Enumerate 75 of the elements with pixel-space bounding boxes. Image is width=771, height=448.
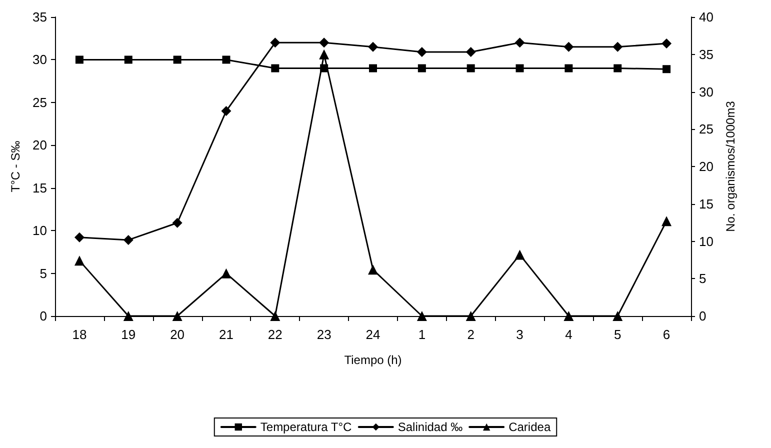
- point: [369, 64, 377, 72]
- point: [74, 256, 84, 266]
- y-tick-label: 20: [32, 138, 47, 153]
- point: [124, 56, 132, 64]
- point: [74, 232, 84, 242]
- point: [172, 218, 182, 228]
- x-tick-label: 6: [662, 327, 670, 342]
- y2-tick-label: 10: [699, 234, 714, 249]
- legend-label: Salinidad ‰: [398, 420, 463, 434]
- y2-tick-label: 25: [699, 122, 714, 137]
- x-tick-label: 22: [268, 327, 282, 342]
- point: [514, 250, 525, 260]
- point: [564, 64, 573, 72]
- x-tick-label: 4: [565, 327, 572, 342]
- point: [221, 106, 232, 116]
- y2-tick-label: 30: [699, 84, 714, 100]
- point: [418, 64, 426, 72]
- y-tick-label: 10: [32, 223, 47, 238]
- x-tick-label: 24: [366, 327, 380, 342]
- x-tick-label: 19: [121, 327, 136, 342]
- point: [368, 264, 378, 275]
- point: [466, 311, 476, 321]
- y2-tick-label: 0: [699, 308, 706, 324]
- point: [662, 216, 672, 226]
- point: [614, 64, 622, 72]
- point: [416, 311, 427, 321]
- legend-label: Temperatura T°C: [260, 420, 352, 434]
- y-tick-label: 5: [40, 266, 47, 281]
- point: [319, 49, 330, 60]
- y2-tick-label: 35: [699, 46, 714, 62]
- x-tick-label: 3: [516, 327, 524, 342]
- point: [320, 64, 328, 72]
- point: [466, 64, 475, 72]
- point: [221, 268, 232, 278]
- y-tick-label: 30: [32, 52, 47, 68]
- point: [172, 311, 182, 321]
- x-axis-title: Tiempo (h): [344, 353, 402, 367]
- y2-tick-label: 5: [699, 271, 706, 286]
- y2-tick-label: 15: [699, 196, 714, 212]
- point: [516, 64, 524, 72]
- point: [75, 56, 84, 64]
- x-tick-label: 23: [316, 327, 332, 342]
- y-tick-label: 15: [32, 180, 47, 196]
- point: [564, 311, 574, 321]
- y-axis-title: T°C - S‰: [8, 140, 23, 192]
- point: [123, 311, 134, 321]
- x-tick-label: 1: [418, 327, 426, 342]
- point: [416, 47, 427, 58]
- point: [173, 56, 182, 64]
- point: [123, 234, 134, 245]
- point: [271, 64, 280, 72]
- y-tick-label: 25: [32, 94, 47, 110]
- point: [270, 38, 280, 48]
- point: [662, 65, 671, 74]
- point: [612, 311, 623, 321]
- point: [662, 38, 672, 48]
- x-tick-label: 5: [614, 327, 622, 342]
- y2-tick-label: 40: [699, 10, 714, 24]
- y-tick-label: 35: [32, 10, 47, 24]
- y-tick-label: 0: [40, 308, 47, 324]
- y2-tick-label: 20: [699, 159, 714, 174]
- point: [368, 42, 378, 52]
- point: [466, 47, 476, 58]
- legend-label: Caridea: [508, 420, 551, 434]
- point: [612, 42, 623, 52]
- x-tick-label: 18: [72, 327, 87, 342]
- point: [270, 311, 280, 321]
- x-tick-label: 20: [170, 327, 185, 342]
- x-tick-label: 21: [218, 327, 234, 342]
- y2-axis-title: No. organismos/1000m3: [723, 100, 738, 232]
- point: [514, 38, 525, 48]
- point: [222, 56, 230, 64]
- point: [564, 42, 574, 52]
- x-tick-label: 2: [467, 327, 474, 342]
- point: [319, 38, 330, 48]
